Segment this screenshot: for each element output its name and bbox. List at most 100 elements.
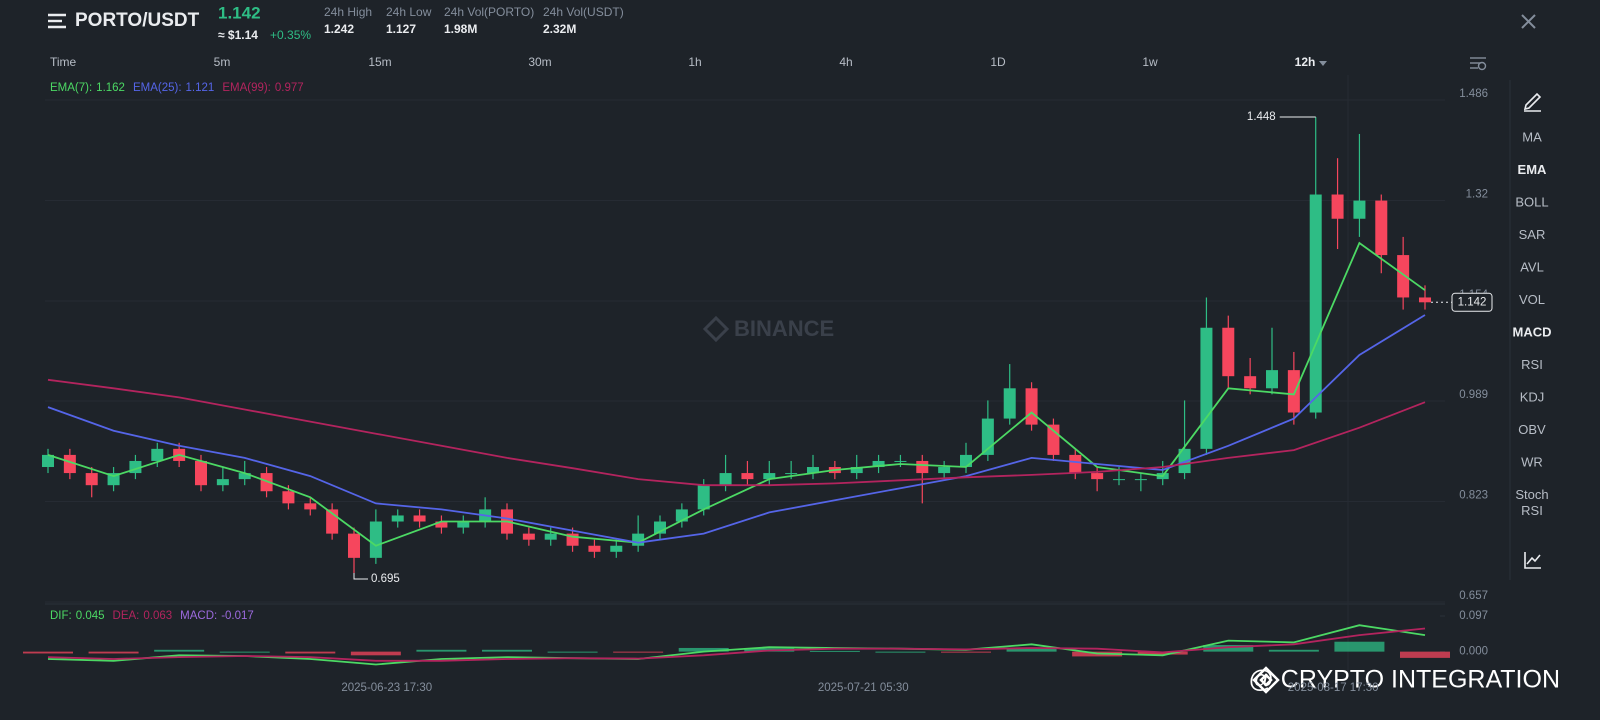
y2-tick-label: 0.097 (1459, 610, 1488, 622)
ema-line (47, 241, 1426, 547)
indicator[interactable]: EMA (1518, 162, 1548, 177)
candle-body (391, 515, 404, 522)
candle-body (1178, 448, 1191, 474)
interval[interactable]: 1w (1142, 55, 1158, 69)
interval[interactable]: 4h (839, 55, 852, 69)
settings-icon[interactable] (1470, 57, 1487, 71)
y-tick-label: 1.32 (1466, 189, 1488, 201)
change: +0.35% (270, 28, 311, 42)
candle-body (1309, 194, 1322, 413)
macd-bar (154, 649, 205, 652)
macd-bar (875, 651, 926, 653)
watermark-logo (702, 315, 730, 343)
macd-bar (350, 651, 401, 656)
candle-body (1244, 376, 1257, 389)
candle-body (282, 491, 295, 504)
candle-body (260, 473, 273, 492)
symbol[interactable]: PORTO/USDT (75, 10, 200, 31)
interval[interactable]: 1D (990, 55, 1006, 69)
candle-body (894, 460, 907, 462)
indicator[interactable]: MA (1522, 129, 1542, 144)
ema-line (47, 314, 1426, 544)
candle-body (216, 479, 229, 486)
candle-body (42, 454, 54, 468)
legend-entry: EMA(99): 0.977 (222, 82, 303, 94)
macd-bar (88, 651, 139, 654)
candle-body (63, 454, 76, 474)
chart-icon[interactable] (1524, 552, 1541, 569)
stat-label: 24h Vol(USDT) (543, 5, 624, 19)
legend-entry: EMA(7): 1.162 (50, 82, 125, 94)
indicator[interactable]: OBV (1518, 422, 1546, 437)
candle-body (588, 545, 601, 552)
legend-value: 1.121 (186, 82, 215, 94)
candle-body (413, 515, 426, 522)
macd-bar (219, 651, 270, 653)
stat-value: 1.98M (444, 22, 477, 36)
indicator[interactable]: RSI (1521, 503, 1543, 518)
macd-legend: DEA: 0.063 (113, 610, 173, 622)
indicator[interactable]: AVL (1520, 259, 1544, 274)
interval: Time (50, 55, 77, 69)
macd-bar (1203, 645, 1254, 652)
menu-icon[interactable] (48, 13, 66, 29)
legend-name: MACD: (180, 610, 217, 622)
candle-body (807, 467, 819, 474)
candle-body (938, 467, 951, 474)
candle-body (151, 448, 164, 461)
pencil-icon[interactable] (1523, 92, 1542, 112)
legend-name: EMA(99): (222, 82, 271, 94)
indicator[interactable]: WR (1521, 454, 1543, 469)
stat-value: 1.242 (324, 22, 354, 36)
candle-body (719, 473, 732, 486)
indicator[interactable]: BOLL (1515, 194, 1548, 209)
price-tag-label: 1.142 (1458, 296, 1487, 308)
candle-body (1025, 388, 1038, 425)
candle-body (610, 545, 623, 552)
close-button[interactable] (1521, 14, 1536, 29)
interval[interactable]: 30m (528, 55, 551, 69)
macd-line (47, 624, 1426, 666)
candle-body (1113, 479, 1125, 481)
candle-body (697, 485, 710, 510)
y-tick-label: 0.823 (1459, 490, 1488, 502)
legend-name: EMA(7): (50, 82, 92, 94)
interval[interactable]: 12h (1295, 55, 1316, 69)
candle-body (1200, 327, 1213, 449)
interval[interactable]: 5m (214, 55, 231, 69)
stat-value: 1.127 (386, 22, 416, 36)
interval[interactable]: 1h (688, 55, 701, 69)
interval[interactable]: 15m (368, 55, 391, 69)
macd-bar (23, 651, 73, 654)
macd-bar (547, 651, 598, 653)
macd-legend: DIF: 0.045 (50, 610, 105, 622)
candle-body (850, 467, 863, 474)
macd-bar (416, 649, 467, 652)
macd-bar (482, 649, 532, 652)
indicator[interactable]: KDJ (1520, 389, 1545, 404)
x-tick-label: 2025-08-17 17:30 (1288, 682, 1379, 694)
indicator[interactable]: Stoch (1515, 487, 1548, 502)
stat-value: 2.32M (543, 22, 576, 36)
macd-legend: MACD: -0.017 (180, 610, 254, 622)
legend-value: 1.162 (96, 82, 125, 94)
stat-label: 24h High (324, 5, 372, 19)
candle-body (916, 460, 929, 474)
candle-body (1134, 479, 1147, 481)
candle-body (1397, 255, 1410, 298)
macd-bar (1400, 651, 1450, 658)
indicator[interactable]: MACD (1513, 324, 1552, 339)
indicator[interactable]: VOL (1519, 292, 1545, 307)
legend-value: 0.977 (275, 82, 304, 94)
candle-body (1287, 370, 1300, 413)
candle-body (1003, 388, 1016, 419)
stat-label: 24h Vol(PORTO) (444, 5, 534, 19)
legend-value: 0.045 (76, 610, 105, 622)
indicator[interactable]: RSI (1521, 357, 1543, 372)
indicator[interactable]: SAR (1519, 227, 1546, 242)
macd-bar (1006, 647, 1057, 652)
candle-body (1331, 194, 1344, 219)
legend-entry: EMA(25): 1.121 (133, 82, 214, 94)
